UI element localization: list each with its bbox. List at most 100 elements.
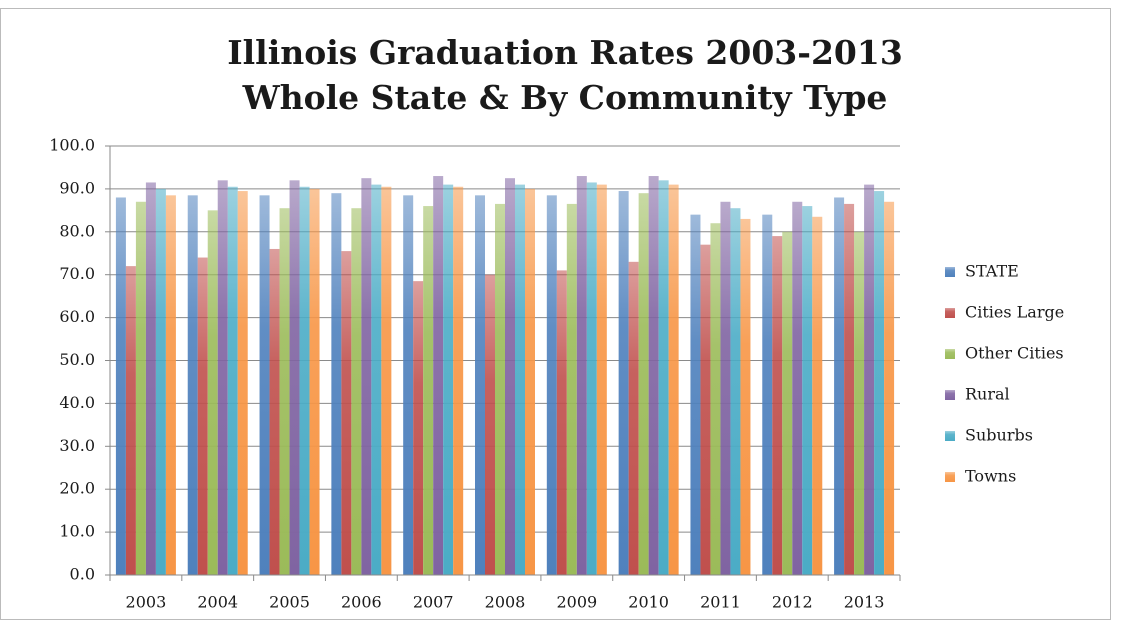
- chart-title: Illinois Graduation Rates 2003-2013: [227, 33, 903, 72]
- bar: [556, 270, 567, 575]
- bar: [433, 176, 444, 575]
- bar: [690, 214, 701, 575]
- bar: [207, 210, 218, 575]
- bar: [638, 193, 649, 575]
- bar: [237, 191, 248, 576]
- x-tick-label: 2004: [197, 593, 238, 612]
- bar: [495, 203, 505, 576]
- bar: [341, 251, 352, 576]
- x-tick-label: 2012: [772, 593, 813, 612]
- bar: [403, 195, 414, 575]
- bar: [155, 188, 166, 575]
- x-tick-label: 2011: [700, 593, 741, 612]
- legend-label: STATE: [965, 262, 1019, 281]
- bar: [187, 195, 198, 575]
- legend-swatch: [945, 308, 955, 318]
- bar: [596, 184, 607, 576]
- bar: [812, 216, 823, 575]
- bar: [586, 182, 597, 575]
- y-tick-label: 40.0: [59, 393, 95, 412]
- bar: [864, 184, 875, 576]
- legend-label: Suburbs: [965, 426, 1033, 445]
- bar: [115, 197, 126, 576]
- bar: [299, 186, 310, 575]
- bar: [371, 184, 382, 576]
- bar: [125, 266, 136, 575]
- y-tick-label: 90.0: [59, 178, 95, 197]
- bar: [668, 184, 679, 576]
- bar: [361, 178, 372, 576]
- bar: [227, 186, 238, 575]
- bar: [782, 231, 793, 576]
- x-tick-label: 2009: [556, 593, 597, 612]
- bar: [874, 191, 885, 576]
- bar: [197, 257, 208, 575]
- bar: [566, 203, 577, 576]
- y-tick-label: 100.0: [49, 136, 95, 155]
- bar: [720, 201, 731, 575]
- bar: [279, 208, 290, 575]
- bar: [453, 186, 464, 575]
- bar: [802, 206, 813, 575]
- y-tick-label: 30.0: [59, 436, 95, 455]
- bar: [576, 176, 587, 575]
- legend-label: Rural: [965, 385, 1010, 404]
- bar: [525, 188, 535, 575]
- bar: [884, 201, 895, 575]
- y-tick-label: 50.0: [59, 350, 95, 369]
- legend-swatch: [945, 267, 955, 277]
- bar: [217, 180, 228, 575]
- bar: [505, 178, 515, 576]
- bar: [381, 186, 392, 575]
- legend-label: Other Cities: [965, 344, 1064, 363]
- bar: [648, 176, 659, 575]
- bar: [658, 180, 669, 575]
- legend-label: Cities Large: [965, 303, 1064, 322]
- legend-swatch: [945, 431, 955, 441]
- bar: [475, 195, 485, 575]
- bar: [772, 236, 783, 575]
- legend-swatch: [945, 472, 955, 482]
- y-tick-label: 70.0: [59, 264, 95, 283]
- x-tick-label: 2003: [126, 593, 167, 612]
- bar: [289, 180, 300, 575]
- bar: [546, 195, 557, 575]
- x-tick-label: 2010: [628, 593, 669, 612]
- x-tick-label: 2006: [341, 593, 382, 612]
- legend-swatch: [945, 349, 955, 359]
- bar: [730, 208, 741, 575]
- bar: [844, 203, 855, 576]
- bar: [618, 191, 629, 576]
- y-tick-label: 60.0: [59, 307, 95, 326]
- x-tick-label: 2013: [844, 593, 885, 612]
- bar: [485, 274, 495, 575]
- bar: [762, 214, 773, 575]
- bar: [269, 248, 280, 575]
- legend-swatch: [945, 390, 955, 400]
- bar: [834, 197, 845, 576]
- bar: [309, 188, 320, 575]
- bar: [135, 201, 146, 575]
- bar: [700, 244, 711, 576]
- bar: [413, 281, 424, 575]
- x-tick-label: 2005: [269, 593, 310, 612]
- bar: [628, 261, 639, 575]
- bar: [423, 206, 434, 575]
- bar: [710, 223, 721, 575]
- legend-label: Towns: [965, 467, 1016, 486]
- bar: [165, 195, 176, 575]
- y-tick-label: 20.0: [59, 479, 95, 498]
- x-tick-label: 2007: [413, 593, 454, 612]
- bar: [331, 193, 342, 575]
- bar: [792, 201, 803, 575]
- bar: [515, 184, 525, 576]
- y-tick-label: 80.0: [59, 221, 95, 240]
- x-tick-label: 2008: [485, 593, 526, 612]
- chart-subtitle: Whole State & By Community Type: [242, 78, 888, 117]
- bar: [259, 195, 270, 575]
- y-tick-label: 0.0: [70, 565, 95, 584]
- bar: [351, 208, 362, 575]
- bar: [145, 182, 156, 575]
- bar: [854, 231, 865, 576]
